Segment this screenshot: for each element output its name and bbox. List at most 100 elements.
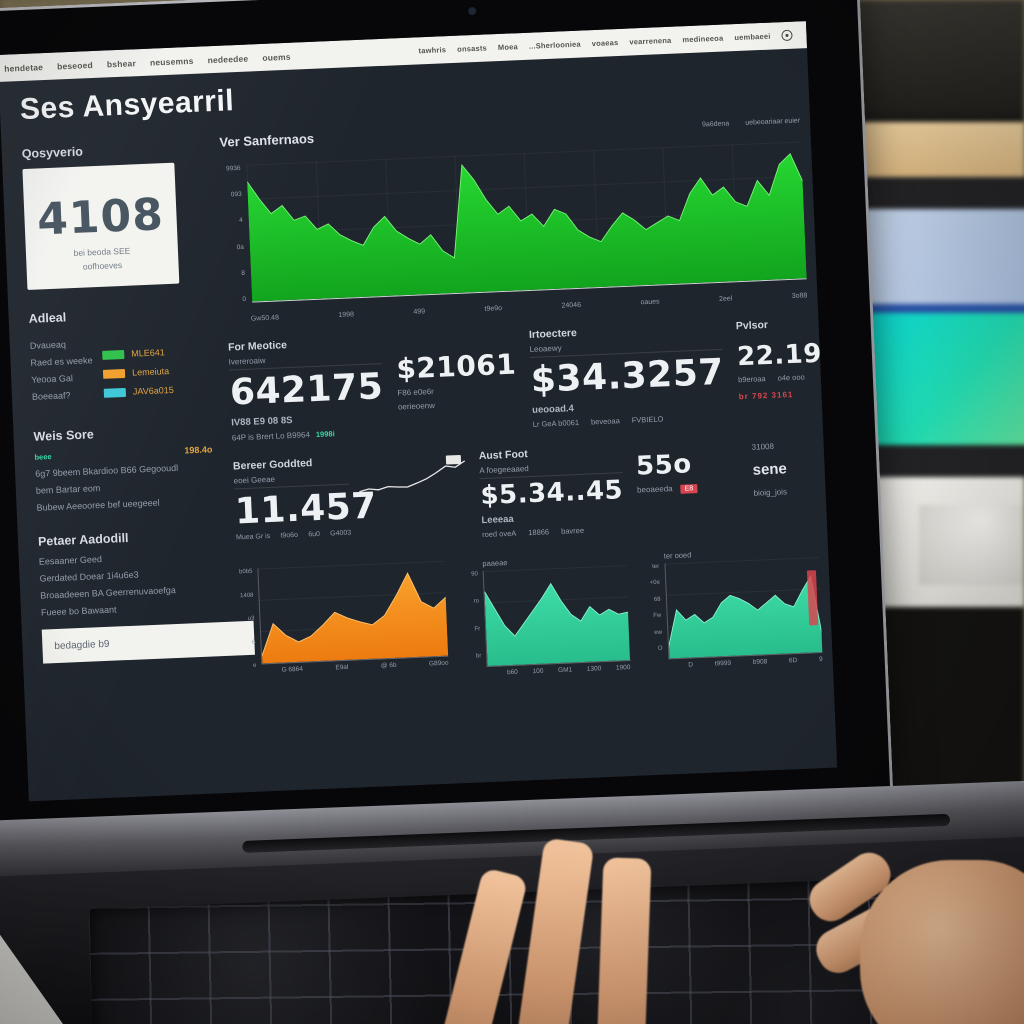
trend-line-chart[interactable] bbox=[358, 454, 468, 535]
metric-footnote: FVBIELO bbox=[631, 414, 664, 425]
axis-tick: t9e9o bbox=[484, 305, 503, 313]
nav-item[interactable]: neusemns bbox=[149, 55, 194, 68]
legend-swatch bbox=[103, 387, 127, 398]
nav-item[interactable]: bshear bbox=[106, 57, 137, 69]
metric-card-55o: 55o beoaeeda E8 bbox=[635, 439, 741, 533]
axis-tick: t9o6o bbox=[280, 531, 299, 540]
sidebar-list-item[interactable]: Eesaaner Geed bbox=[38, 554, 103, 567]
axis-tick: 100 bbox=[532, 667, 544, 676]
alert-value: br 792 3161 bbox=[738, 390, 794, 402]
axis-tick: 093 bbox=[230, 191, 242, 199]
main-chart-ylabels: 9936 093 4 0a 8 0 bbox=[222, 165, 246, 304]
metric-value: $34.3257 bbox=[530, 351, 725, 401]
nav-item[interactable]: onsasts bbox=[457, 43, 488, 54]
sidebar-list-item[interactable]: Dvaueaq bbox=[29, 339, 67, 351]
axis-tick: Gw50.48 bbox=[250, 314, 280, 323]
metric-footnote: Lr GeA b0061 bbox=[532, 417, 580, 429]
metric-label: Pvlsor bbox=[735, 318, 769, 333]
sidebar-list-item[interactable]: Broaadeeen BA Geerrenuvaoefga bbox=[40, 584, 176, 601]
nav-item[interactable]: uembaeei bbox=[734, 31, 771, 43]
nav-item[interactable]: vearrenena bbox=[629, 35, 672, 47]
nav-item[interactable]: Moea bbox=[497, 42, 519, 53]
metric-card-bereer: Bereer Goddted eoei Geeae 11.457 Muea Gr… bbox=[233, 451, 469, 550]
axis-tick: br bbox=[475, 653, 482, 660]
sidebar-list-item[interactable]: Yeooa Gal bbox=[31, 373, 74, 385]
nav-item[interactable]: beseoed bbox=[56, 59, 94, 72]
metric-card-austfoot: Aust Foot A foegeeaaed $5.34..45 Leeeaa … bbox=[479, 444, 625, 539]
metric-footnote: 64P is Brert Lo B9964 bbox=[231, 430, 311, 443]
legend-swatch bbox=[102, 368, 126, 379]
sidebar-list-item[interactable]: 6g7 9beem Bkardioo B66 Gegooudl bbox=[34, 462, 179, 479]
weis-tag: beee bbox=[34, 452, 52, 462]
axis-tick: G4003 bbox=[330, 529, 352, 538]
finger bbox=[596, 857, 652, 1024]
metric-footnote-row: beoaeeda E8 bbox=[637, 481, 740, 495]
orange-area-chart[interactable] bbox=[257, 560, 449, 665]
nav-item[interactable]: hendetae bbox=[3, 61, 44, 74]
trend-line-chart-svg bbox=[358, 457, 466, 504]
overview-caption-2: oofhoeves bbox=[82, 259, 123, 272]
background-monitor-screen-teal bbox=[869, 313, 1024, 445]
background-monitor bbox=[855, 177, 1024, 477]
traffic-area-chart-svg bbox=[246, 141, 807, 302]
teal-area-chart-2[interactable] bbox=[664, 557, 823, 660]
nav-item[interactable]: ...Sherlooniea bbox=[528, 39, 582, 51]
axis-tick: 9936 bbox=[225, 164, 241, 173]
nav-item[interactable]: ouems bbox=[262, 51, 291, 63]
main-chart-sublabels: 9a6dena uebeoariaar euier bbox=[702, 117, 800, 128]
sidebar-list-item[interactable]: Raed es weeke bbox=[30, 355, 93, 368]
adleal-items: Dvaueaq Raed es weeke Yeooa Gal Boeeaaf? bbox=[29, 331, 94, 410]
sidebar-list-item[interactable]: Fueee bo Bawaant bbox=[40, 604, 117, 618]
weis-top-row: beee 198.4o bbox=[34, 444, 212, 461]
metrics-row-2: Bereer Goddted eoei Geeae 11.457 Muea Gr… bbox=[233, 436, 817, 550]
metric-footnote: 18866 bbox=[528, 527, 550, 538]
sidebar-list-item[interactable]: Boeeaaf? bbox=[31, 390, 71, 402]
metric-label: For Meotice bbox=[227, 339, 288, 354]
teal-area-chart-1-svg bbox=[484, 565, 631, 667]
metric-card-formeotice: For Meotice Ivereroaiw 642175 IV88 E9 08… bbox=[228, 335, 385, 442]
main-chart-label-b: uebeoariaar euier bbox=[745, 117, 801, 127]
main-chart: 9936 093 4 0a 8 0 bbox=[222, 141, 807, 304]
axis-tick: Muea Gr is bbox=[235, 532, 271, 542]
overview-card: 4108 bei beoda SEE oofhoeves bbox=[22, 162, 180, 290]
sidebar-input[interactable] bbox=[41, 620, 255, 664]
axis-tick: oaues bbox=[640, 298, 660, 307]
axis-tick: G89oo bbox=[428, 659, 449, 668]
nav-item[interactable]: tawhris bbox=[418, 45, 447, 56]
hand-right bbox=[801, 820, 1024, 1024]
metric-footnote: oerieoenw bbox=[397, 401, 436, 412]
traffic-area-chart[interactable] bbox=[246, 141, 807, 303]
sidebar-list-item[interactable]: bem Bartar eom bbox=[35, 483, 101, 496]
axis-tick: e bbox=[252, 662, 257, 669]
legend-item: Lemeiuta bbox=[102, 366, 173, 379]
metric-footnote: beveoaa bbox=[590, 416, 620, 427]
weis-rows: 6g7 9beem Bkardioo B66 Gegooudl bem Barta… bbox=[34, 461, 215, 513]
nav-item[interactable]: nedeedee bbox=[207, 52, 249, 65]
axis-tick: O bbox=[657, 645, 663, 652]
axis-tick: 90 bbox=[471, 571, 479, 578]
sidebar-list-item[interactable]: Bubew Aeeooree bef ueegeeel bbox=[36, 497, 160, 513]
alert-badge: E8 bbox=[680, 484, 698, 494]
overview-caption-1: bei beoda SEE bbox=[73, 245, 131, 258]
axis-tick: 0 bbox=[242, 295, 247, 303]
axis-tick: E9al bbox=[335, 663, 349, 672]
metric-footnote: F86 e0e6r bbox=[397, 387, 435, 398]
metric-footnote-row: b9eroaa o4e ooo bbox=[738, 371, 837, 385]
background-monitor-stand bbox=[919, 505, 1024, 585]
metric-footnote: o4e ooo bbox=[777, 372, 805, 383]
teal-area-chart-1[interactable] bbox=[482, 565, 631, 668]
background-monitor-divider bbox=[865, 304, 1024, 313]
axis-tick: 4 bbox=[239, 217, 243, 225]
metric-card-bereer-text: Bereer Goddted eoei Geeae 11.457 Muea Gr… bbox=[233, 455, 378, 549]
metric-footnote: roed oveA bbox=[481, 528, 517, 540]
account-icon[interactable] bbox=[781, 29, 793, 42]
dashboard: hendetae beseoed bshear neusemns nedeedee oue… bbox=[0, 21, 838, 802]
nav-item[interactable]: medineeoa bbox=[682, 33, 724, 45]
petaer-rows: Eesaaner Geed Gerdated Doear 1i4u6e3 Broaa… bbox=[38, 549, 219, 618]
sidebar-list-item[interactable]: Gerdated Doear 1i4u6e3 bbox=[39, 569, 139, 584]
nav-item[interactable]: voaeas bbox=[591, 37, 619, 49]
axis-tick: ew bbox=[654, 629, 663, 636]
axis-tick: G 6864 bbox=[281, 665, 304, 674]
axis-tick: t9999 bbox=[714, 659, 732, 668]
metric-footnote: Leeeaa bbox=[481, 513, 514, 527]
